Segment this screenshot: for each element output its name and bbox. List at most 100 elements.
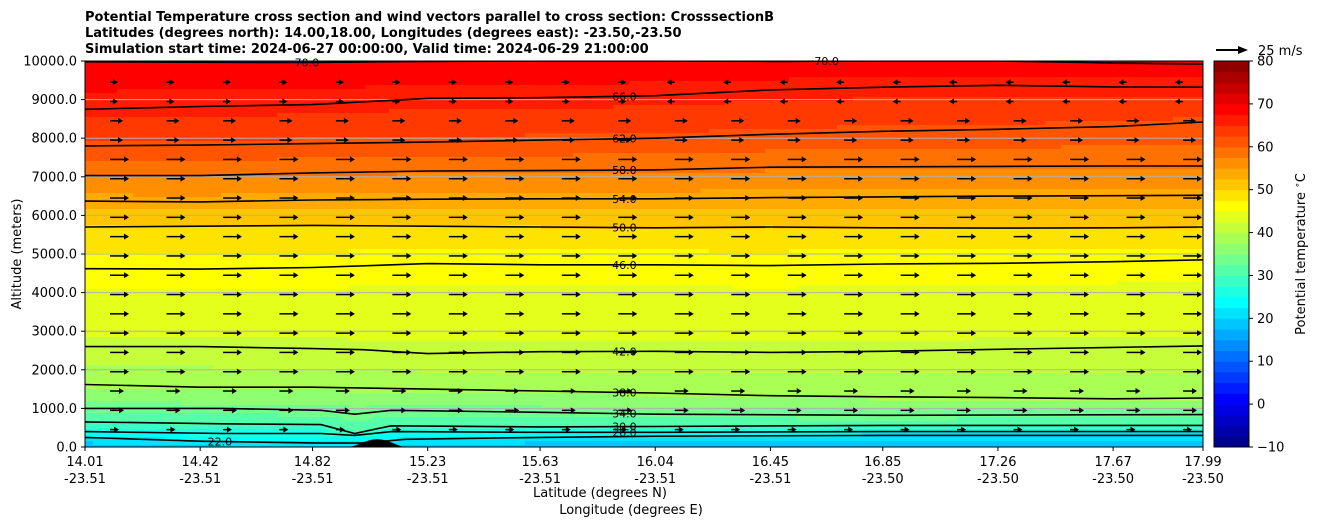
field-cell	[261, 237, 270, 242]
field-cell	[157, 177, 166, 182]
field-cell	[213, 177, 222, 182]
field-cell	[245, 313, 254, 318]
field-cell	[301, 345, 310, 350]
field-cell	[317, 101, 326, 106]
field-cell	[381, 241, 390, 246]
field-cell	[317, 317, 326, 322]
field-cell	[365, 129, 374, 134]
field-cell	[269, 169, 278, 174]
field-cell	[109, 153, 118, 158]
field-cell	[365, 405, 374, 410]
field-cell	[285, 333, 294, 338]
field-cell	[221, 429, 230, 434]
field-cell	[333, 77, 342, 82]
field-cell	[101, 145, 110, 150]
field-cell	[389, 437, 398, 442]
field-cell	[365, 241, 374, 246]
field-cell	[245, 293, 254, 298]
field-cell	[237, 297, 246, 302]
field-cell	[109, 137, 118, 142]
field-cell	[293, 169, 302, 174]
field-cell	[469, 109, 478, 114]
field-cell	[237, 217, 246, 222]
field-cell	[333, 425, 342, 430]
field-cell	[317, 345, 326, 350]
field-cell	[269, 381, 278, 386]
field-cell	[429, 249, 438, 254]
field-cell	[293, 181, 302, 186]
field-cell	[453, 361, 462, 366]
field-cell	[93, 377, 102, 382]
field-cell	[213, 285, 222, 290]
field-cell	[469, 281, 478, 286]
field-cell	[357, 321, 366, 326]
field-cell	[157, 441, 166, 446]
field-cell	[205, 169, 214, 174]
field-cell	[397, 333, 406, 338]
field-cell	[93, 109, 102, 114]
field-cell	[285, 169, 294, 174]
field-cell	[349, 309, 358, 314]
field-cell	[101, 397, 110, 402]
field-cell	[157, 217, 166, 222]
field-cell	[469, 293, 478, 298]
field-cell	[85, 305, 94, 310]
field-cell	[437, 405, 446, 410]
field-cell	[197, 185, 206, 190]
field-cell	[157, 157, 166, 162]
field-cell	[253, 77, 262, 82]
field-cell	[453, 209, 462, 214]
field-cell	[437, 289, 446, 294]
field-cell	[157, 205, 166, 210]
field-cell	[469, 381, 478, 386]
field-cell	[269, 133, 278, 138]
field-cell	[317, 349, 326, 354]
field-cell	[197, 89, 206, 94]
field-cell	[117, 245, 126, 250]
field-cell	[373, 161, 382, 166]
field-cell	[437, 61, 446, 66]
field-cell	[461, 125, 470, 130]
field-cell	[429, 321, 438, 326]
field-cell	[477, 309, 486, 314]
field-cell	[421, 233, 430, 238]
field-cell	[373, 357, 382, 362]
field-cell	[389, 357, 398, 362]
field-cell	[141, 405, 150, 410]
field-cell	[277, 85, 286, 90]
field-cell	[237, 205, 246, 210]
field-cell	[309, 205, 318, 210]
field-cell	[181, 149, 190, 154]
field-cell	[285, 317, 294, 322]
field-cell	[117, 193, 126, 198]
field-cell	[109, 65, 118, 70]
field-cell	[205, 185, 214, 190]
field-cell	[237, 281, 246, 286]
field-cell	[101, 133, 110, 138]
field-cell	[85, 353, 94, 358]
field-cell	[317, 225, 326, 230]
field-cell	[381, 165, 390, 170]
field-cell	[325, 145, 334, 150]
field-cell	[285, 289, 294, 294]
field-cell	[205, 153, 214, 158]
field-cell	[317, 157, 326, 162]
field-cell	[197, 253, 206, 258]
field-cell	[325, 325, 334, 330]
field-cell	[373, 101, 382, 106]
field-cell	[445, 357, 454, 362]
field-cell	[125, 205, 134, 210]
field-cell	[349, 65, 358, 70]
field-cell	[109, 333, 118, 338]
field-cell	[141, 241, 150, 246]
field-cell	[485, 77, 494, 82]
field-cell	[125, 113, 134, 118]
field-cell	[405, 249, 414, 254]
field-cell	[445, 201, 454, 206]
field-cell	[357, 253, 366, 258]
field-cell	[133, 117, 142, 122]
field-cell	[333, 421, 342, 426]
field-cell	[253, 101, 262, 106]
field-cell	[189, 257, 198, 262]
field-cell	[117, 285, 126, 290]
